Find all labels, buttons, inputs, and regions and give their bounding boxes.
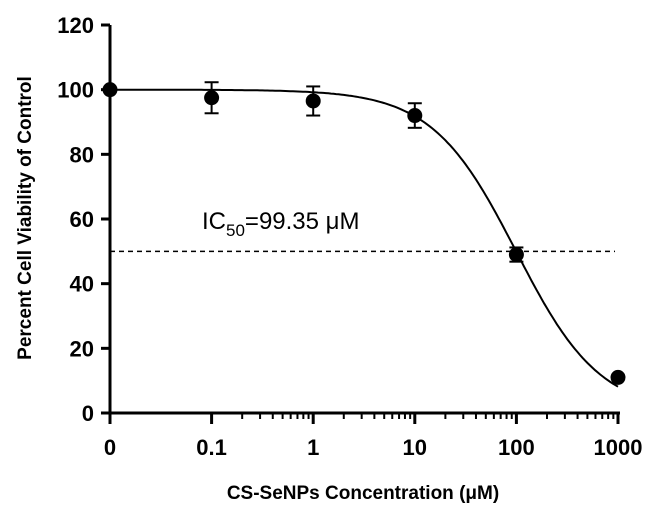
ic50-annotation-base: IC: [202, 208, 226, 235]
data-point: [102, 82, 118, 98]
data-point: [204, 90, 220, 106]
data-point: [508, 247, 524, 263]
x-tick-label: 0: [104, 435, 116, 460]
fit-curve: [110, 88, 619, 388]
x-tick-label: 10: [403, 435, 427, 460]
data-point: [305, 93, 321, 109]
x-tick-label: 1000: [594, 435, 643, 460]
y-axis-title: Percent Cell Viability of Control: [15, 76, 36, 360]
data-points: [102, 81, 626, 385]
data-point: [610, 369, 626, 385]
x-axis-title: CS-SeNPs Concentration (μM): [227, 483, 499, 504]
y-tick-label: 20: [70, 336, 94, 361]
y-axis: 0 20 40 60 80 100 120: [57, 13, 112, 426]
x-tick-label: 100: [498, 435, 535, 460]
x-tick-label: 0.1: [196, 435, 227, 460]
y-tick-label: 100: [57, 78, 94, 103]
y-ticks: 0 20 40 60 80 100 120: [57, 13, 110, 426]
ic50-annotation-subscript: 50: [226, 221, 245, 240]
y-tick-label: 40: [70, 272, 94, 297]
y-tick-label: 120: [57, 13, 94, 38]
x-tick-label: 1: [307, 435, 319, 460]
data-point: [407, 108, 423, 124]
y-tick-label: 0: [82, 401, 94, 426]
x-ticks: 0 0.1 1 10 100 1000: [104, 413, 643, 460]
y-tick-label: 80: [70, 142, 94, 167]
x-axis: 0 0.1 1 10 100 1000: [104, 411, 643, 460]
ic50-annotation: IC50=99.35 μM: [202, 208, 359, 240]
y-tick-label: 60: [70, 207, 94, 232]
ic50-annotation-rest: =99.35 μM: [245, 208, 360, 235]
